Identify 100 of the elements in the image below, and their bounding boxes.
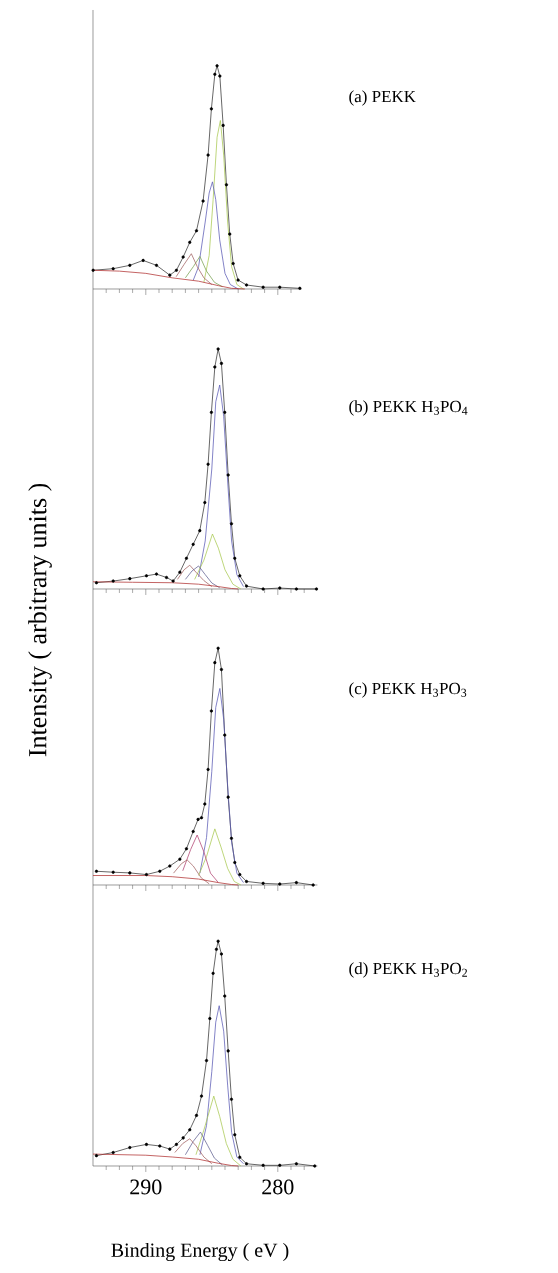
point: [168, 273, 172, 277]
text: (c) PEKK H$_{3}$PO$_{3}$: [349, 682, 467, 698]
y-axis-title: Intensity ( arbitrary units ): [28, 483, 52, 757]
point: [233, 556, 237, 560]
point: [216, 646, 220, 650]
point: [229, 836, 234, 840]
point: [171, 579, 175, 583]
point: [168, 1147, 172, 1151]
point: [203, 500, 207, 505]
point: [244, 283, 249, 287]
point: [199, 816, 204, 820]
point: [168, 864, 172, 868]
point: [218, 74, 222, 78]
point: [238, 872, 242, 877]
point: [191, 829, 195, 834]
point: [184, 556, 189, 560]
point: [174, 1142, 179, 1147]
point: [213, 661, 217, 665]
point: [194, 229, 199, 233]
point: [216, 939, 220, 943]
point: [128, 263, 132, 267]
point: [219, 361, 224, 365]
point: [244, 1162, 249, 1166]
point: [154, 263, 159, 267]
point: [188, 240, 192, 244]
point: [231, 261, 235, 266]
point: [128, 577, 132, 581]
point: [278, 882, 282, 886]
text: (b) PEKK H$_{3}$PO$_{4}$: [349, 400, 468, 416]
point: [311, 883, 315, 887]
point: [199, 1094, 204, 1098]
point: [223, 410, 227, 414]
point: [298, 286, 302, 290]
point: [224, 183, 229, 187]
x-tick-label: 280: [262, 1179, 294, 1195]
point: [226, 1049, 230, 1053]
point: [188, 1128, 192, 1132]
point: [181, 255, 185, 259]
point: [209, 709, 213, 713]
point: [201, 199, 205, 203]
point: [196, 817, 200, 821]
point: [181, 1136, 185, 1140]
point: [206, 767, 210, 772]
point: [221, 123, 225, 127]
point: [278, 285, 282, 289]
point: [223, 733, 227, 737]
point: [158, 869, 162, 873]
point: [219, 667, 224, 672]
point: [238, 574, 242, 578]
point: [141, 258, 145, 263]
point: [111, 579, 115, 583]
point: [128, 871, 132, 875]
point: [194, 1113, 199, 1118]
point: [233, 860, 237, 865]
point: [214, 947, 219, 951]
point: [111, 870, 115, 874]
point: [229, 1097, 234, 1101]
point: [278, 1163, 282, 1167]
point: [206, 462, 210, 466]
point: [178, 570, 182, 574]
point: [261, 881, 265, 885]
point: [184, 847, 189, 851]
point: [206, 153, 210, 157]
point: [94, 869, 99, 873]
point: [209, 107, 213, 111]
x-tick-label: 290: [130, 1179, 162, 1195]
text: (d) PEKK H$_{3}$PO$_{2}$: [349, 962, 468, 978]
point: [144, 574, 149, 578]
point: [278, 586, 282, 590]
point: [111, 267, 115, 271]
point: [144, 872, 149, 877]
point: [226, 795, 230, 799]
point: [203, 802, 207, 806]
point: [164, 575, 169, 580]
point: [294, 881, 299, 885]
point: [294, 587, 299, 591]
point: [111, 1150, 115, 1155]
point: [174, 268, 179, 272]
point: [261, 285, 265, 289]
point: [198, 529, 202, 533]
point: [261, 587, 265, 591]
point: [236, 278, 240, 282]
point: [314, 587, 319, 591]
point: [228, 232, 232, 236]
point: [211, 971, 215, 975]
point: [144, 1142, 149, 1147]
text: (a) PEKK: [349, 90, 416, 106]
point: [204, 1058, 209, 1063]
point: [178, 857, 182, 861]
point: [215, 64, 219, 68]
point: [261, 1163, 265, 1167]
point: [213, 72, 217, 76]
point: [226, 473, 230, 477]
point: [94, 1154, 99, 1158]
point: [244, 584, 249, 588]
point: [94, 581, 99, 585]
point: [313, 1164, 317, 1168]
point: [238, 1155, 242, 1159]
point: [244, 879, 249, 884]
point: [233, 1133, 237, 1137]
